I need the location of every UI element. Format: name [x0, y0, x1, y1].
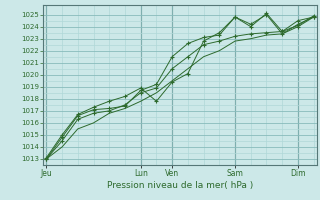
X-axis label: Pression niveau de la mer( hPa ): Pression niveau de la mer( hPa ) — [107, 181, 253, 190]
